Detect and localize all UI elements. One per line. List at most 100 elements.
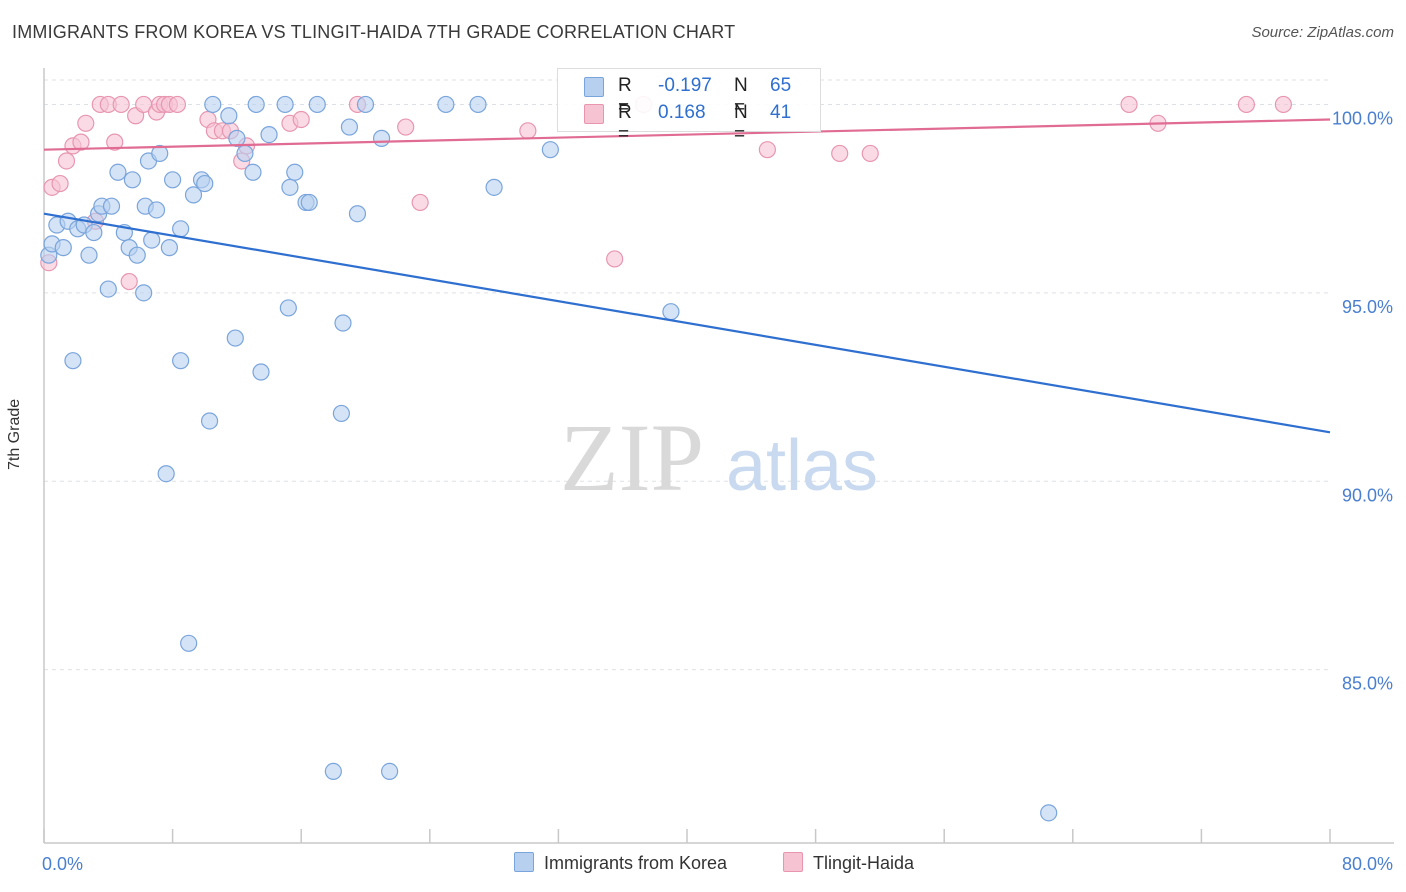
n-value: 65: [770, 75, 792, 96]
tlingit-haida-point: [758, 141, 776, 159]
watermark-zip: ZIP: [560, 404, 704, 511]
korea-point: [372, 129, 391, 147]
korea-point: [276, 95, 294, 114]
r-label: R =: [618, 75, 632, 118]
korea-point: [184, 186, 203, 204]
legend-swatch-korea: [514, 852, 534, 872]
r-label: R =: [618, 102, 632, 145]
korea-point: [340, 118, 359, 136]
watermark-atlas: atlas: [726, 426, 878, 506]
korea-point: [348, 205, 367, 223]
korea-point: [244, 163, 262, 181]
y-tick-label: 90.0%: [1342, 485, 1393, 505]
source-label: Source: ZipAtlas.com: [1251, 24, 1394, 41]
legend-label-korea: Immigrants from Korea: [544, 853, 728, 873]
korea-point: [308, 95, 326, 114]
tlingit-haida-point: [411, 193, 429, 212]
korea-point: [226, 329, 244, 347]
gridlines: [44, 79, 1330, 671]
tlingit-haida-point: [72, 133, 90, 151]
tlingit-haida-point: [861, 144, 879, 163]
korea-point: [252, 363, 270, 381]
korea-point: [236, 144, 254, 163]
legend-label-tlingit: Tlingit-Haida: [813, 853, 915, 873]
korea-point: [147, 201, 166, 219]
korea-point: [200, 412, 219, 430]
tlingit-haida-point: [51, 174, 69, 193]
korea-point: [85, 223, 103, 242]
chart-title: IMMIGRANTS FROM KOREA VS TLINGIT-HAIDA 7…: [12, 22, 736, 42]
korea-point: [64, 352, 82, 370]
tlingit-haida-point: [1120, 95, 1138, 114]
korea-point: [332, 404, 350, 423]
legend-swatch-tlingit: [783, 852, 803, 872]
korea-point: [281, 178, 299, 196]
korea-point: [286, 163, 304, 181]
tlingit-haida-point: [1237, 95, 1256, 114]
tlingit-haida-point: [519, 122, 537, 140]
legend-swatch-tlingit: [584, 104, 604, 124]
korea-point: [247, 95, 265, 114]
korea-point: [485, 178, 503, 196]
korea-point: [128, 246, 146, 264]
r-value: 0.168: [658, 102, 706, 123]
legend-swatch-korea: [584, 77, 604, 97]
tlingit-haida-point: [606, 250, 624, 268]
korea-point: [99, 280, 117, 298]
tlingit-haida-point: [106, 133, 124, 151]
series-immigrants-from-korea: [40, 95, 1058, 822]
korea-point: [135, 284, 153, 302]
korea-point: [1040, 804, 1058, 822]
korea-point: [662, 303, 680, 321]
legend-item-tlingit[interactable]: Tlingit-Haida: [783, 852, 914, 874]
n-value: 41: [770, 102, 792, 123]
tick-labels: 100.0% 95.0% 90.0% 85.0% 0.0% 80.0%: [42, 108, 1393, 874]
watermark: ZIP atlas: [560, 404, 878, 511]
korea-point: [123, 171, 142, 189]
tlingit-haida-point: [77, 114, 95, 132]
korea-trend-line: [43, 212, 1331, 434]
axes: [43, 68, 1394, 844]
korea-point: [204, 95, 222, 114]
x-tick-label: 80.0%: [1342, 854, 1393, 874]
tlingit-haida-point: [57, 152, 76, 170]
tlingit-haida-point: [120, 272, 138, 291]
korea-point: [164, 171, 182, 189]
tlingit-haida-point: [292, 110, 310, 129]
korea-point: [172, 220, 190, 238]
korea-point: [469, 95, 487, 114]
korea-point: [356, 95, 375, 114]
korea-point: [437, 95, 455, 114]
korea-point: [334, 314, 352, 332]
y-tick-label: 95.0%: [1342, 297, 1393, 317]
korea-point: [151, 144, 169, 163]
korea-point: [109, 163, 127, 181]
tlingit-haida-point: [831, 144, 849, 163]
y-tick-label: 85.0%: [1342, 674, 1393, 694]
tlingit-haida-point: [112, 95, 130, 114]
korea-point: [157, 465, 175, 483]
trend-lines: [43, 118, 1331, 434]
tlingit-haida-point: [1274, 95, 1292, 114]
x-tick-label: 0.0%: [42, 854, 83, 874]
tlingit-haida-point: [168, 95, 187, 114]
korea-point: [324, 762, 342, 781]
korea-point: [260, 125, 278, 144]
korea-point: [160, 239, 178, 257]
korea-point: [143, 231, 161, 249]
korea-point: [541, 141, 559, 159]
n-label: N =: [734, 75, 748, 118]
korea-point: [102, 197, 121, 215]
tlingit-haida-point: [397, 118, 415, 136]
korea-point: [300, 193, 318, 212]
n-label: N =: [734, 102, 748, 145]
stats-legend: R = -0.197 N = 65 R = 0.168 N = 41: [557, 68, 821, 145]
korea-point: [172, 352, 190, 370]
korea-point: [220, 107, 238, 125]
legend-item-korea[interactable]: Immigrants from Korea: [514, 852, 727, 874]
korea-point: [180, 634, 198, 652]
korea-point: [381, 762, 399, 781]
korea-point: [196, 174, 214, 193]
korea-point: [54, 239, 72, 257]
